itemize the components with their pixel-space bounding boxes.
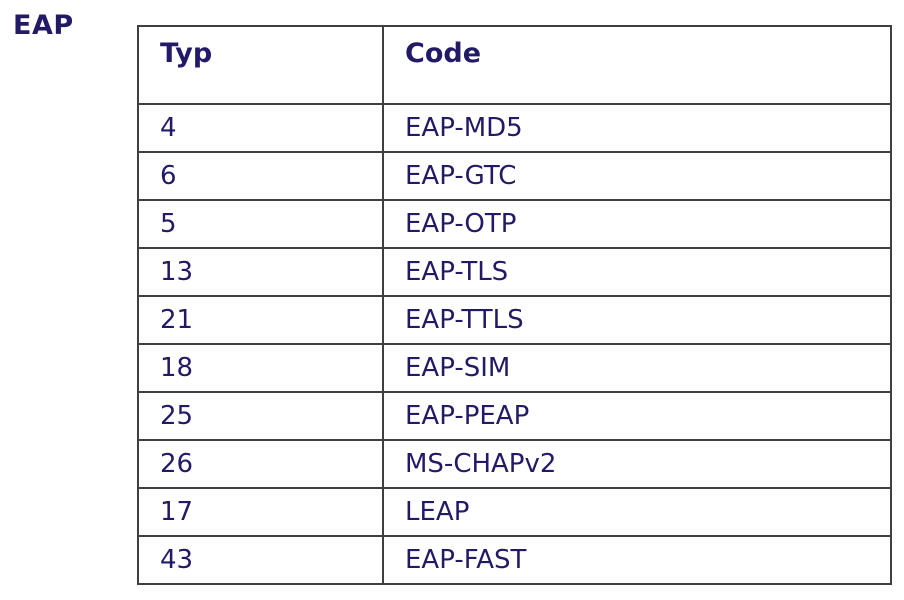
code-cell: MS-CHAPv2 [382, 439, 892, 489]
table-row: 17 LEAP [137, 487, 892, 537]
column-header-typ: Typ [137, 25, 384, 105]
code-cell: EAP-PEAP [382, 391, 892, 441]
table-row: 26 MS-CHAPv2 [137, 439, 892, 489]
typ-cell: 6 [137, 151, 384, 201]
code-cell: LEAP [382, 487, 892, 537]
column-header-code: Code [382, 25, 892, 105]
typ-cell: 18 [137, 343, 384, 393]
typ-cell: 26 [137, 439, 384, 489]
code-cell: EAP-GTC [382, 151, 892, 201]
table-row: 5 EAP-OTP [137, 199, 892, 249]
table-body: 4 EAP-MD5 6 EAP-GTC 5 EAP-OTP 13 EAP-TLS… [137, 103, 892, 585]
typ-cell: 13 [137, 247, 384, 297]
code-cell: EAP-OTP [382, 199, 892, 249]
table-row: 6 EAP-GTC [137, 151, 892, 201]
header-row: Typ Code [137, 25, 892, 105]
table-row: 4 EAP-MD5 [137, 103, 892, 153]
code-cell: EAP-FAST [382, 535, 892, 585]
code-cell: EAP-MD5 [382, 103, 892, 153]
table-row: 18 EAP-SIM [137, 343, 892, 393]
eap-types-table: Typ Code 4 EAP-MD5 6 EAP-GTC 5 EAP-OTP 1… [137, 25, 892, 585]
typ-cell: 4 [137, 103, 384, 153]
table-header: Typ Code [137, 25, 892, 105]
typ-cell: 43 [137, 535, 384, 585]
code-cell: EAP-SIM [382, 343, 892, 393]
table-row: 43 EAP-FAST [137, 535, 892, 585]
code-cell: EAP-TTLS [382, 295, 892, 345]
table-row: 13 EAP-TLS [137, 247, 892, 297]
table-row: 21 EAP-TTLS [137, 295, 892, 345]
typ-cell: 21 [137, 295, 384, 345]
typ-cell: 17 [137, 487, 384, 537]
typ-cell: 25 [137, 391, 384, 441]
code-cell: EAP-TLS [382, 247, 892, 297]
page-title: EAP [13, 10, 74, 41]
table-row: 25 EAP-PEAP [137, 391, 892, 441]
typ-cell: 5 [137, 199, 384, 249]
